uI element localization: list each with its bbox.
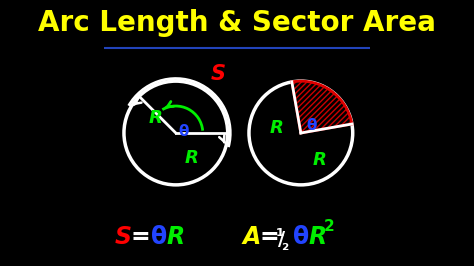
Text: 2: 2 (323, 219, 334, 234)
Text: θ: θ (293, 225, 309, 249)
Text: =: = (131, 225, 150, 249)
Text: =: = (260, 225, 279, 249)
Text: R: R (270, 119, 284, 137)
Text: R: R (166, 225, 185, 249)
Text: R: R (149, 109, 163, 127)
Text: Arc Length & Sector Area: Arc Length & Sector Area (38, 9, 436, 37)
Text: /: / (278, 230, 285, 249)
Text: θ: θ (178, 124, 189, 139)
Wedge shape (292, 81, 352, 133)
Text: θ: θ (151, 225, 167, 249)
Text: A: A (242, 225, 261, 249)
Text: R: R (312, 151, 327, 169)
Text: R: R (309, 225, 327, 249)
Text: ₂: ₂ (281, 236, 288, 254)
Text: R: R (185, 149, 199, 167)
Text: θ: θ (306, 118, 317, 132)
Text: ¹: ¹ (275, 227, 284, 246)
Text: S: S (115, 225, 132, 249)
Text: S: S (211, 64, 226, 85)
